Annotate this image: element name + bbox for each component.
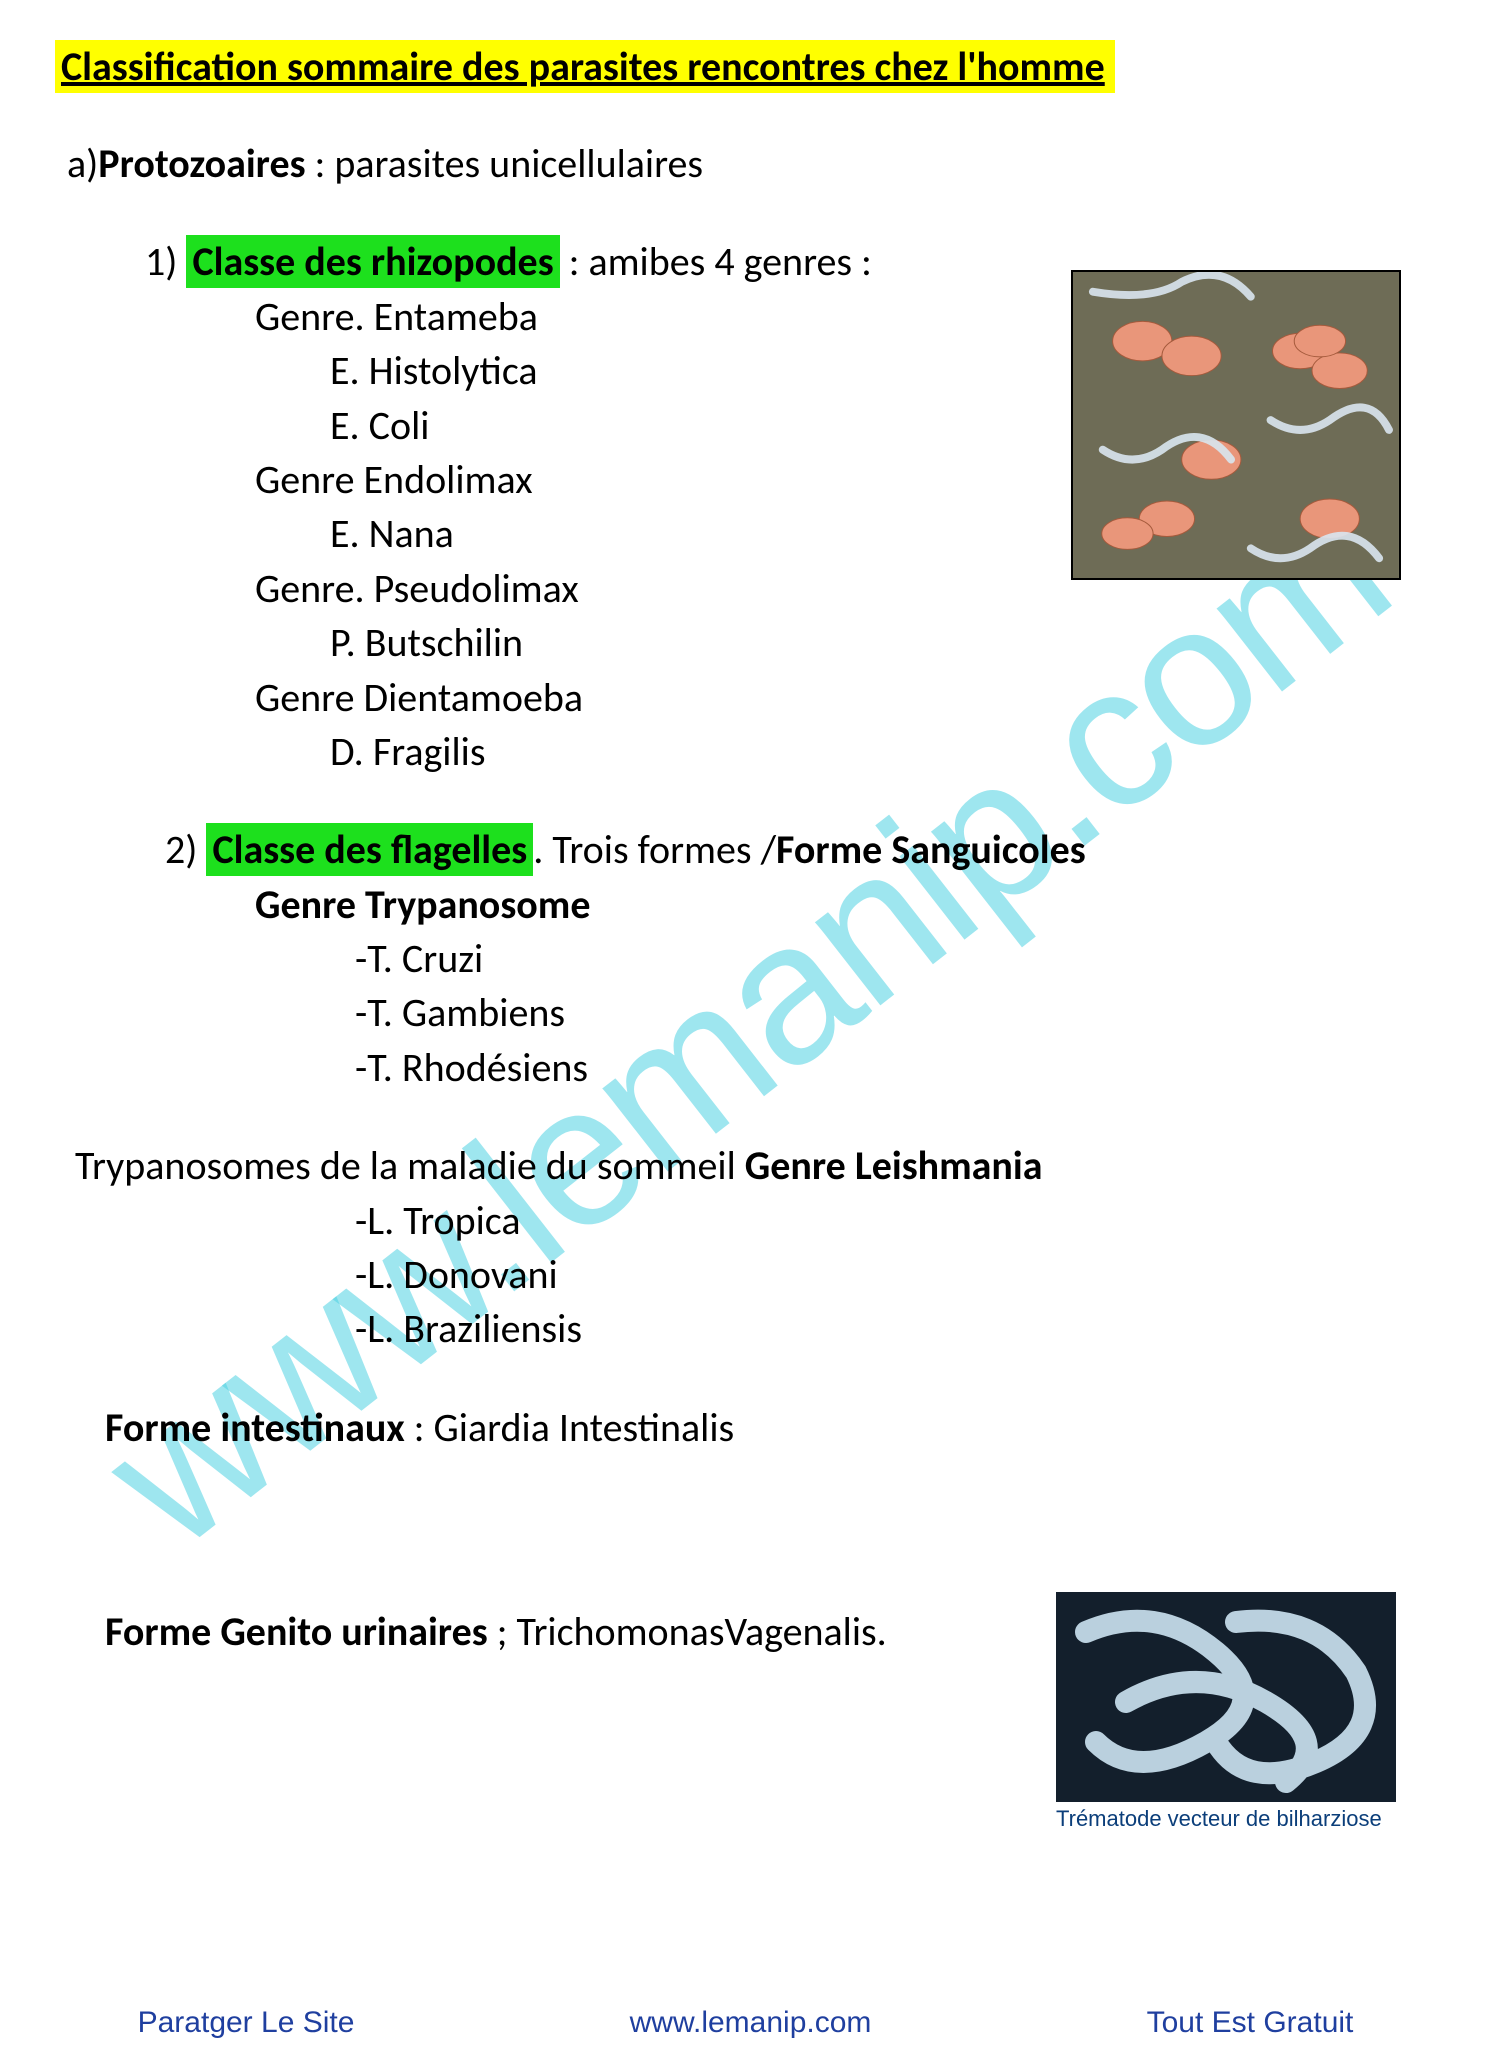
species-line: -L. Braziliensis	[55, 1302, 1436, 1356]
genus-line: Genre Dientamoeba	[55, 671, 1436, 725]
section-a-rest: : parasites unicellulaires	[306, 139, 704, 188]
leish-bold: Genre Leishmania	[745, 1141, 1043, 1190]
image-caption: Trématode vecteur de bilharziose	[1056, 1806, 1396, 1832]
forme-genito: Forme Genito urinaires ; TrichomonasVage…	[55, 1605, 1436, 1659]
species-line: P. Butschilin	[55, 616, 1436, 670]
species-line: -L. Donovani	[55, 1248, 1436, 1302]
footer-left: Paratger Le Site	[138, 2006, 355, 2040]
forme-intest-rest: : Giardia Intestinalis	[405, 1403, 734, 1452]
forme-genito-bold: Forme Genito urinaires	[105, 1607, 488, 1656]
page-footer: Paratger Le Site www.lemanip.com Tout Es…	[0, 2006, 1491, 2040]
page-title: Classification sommaire des parasites re…	[55, 40, 1436, 93]
species-line: E. Histolytica	[55, 344, 1436, 398]
species-line: -T. Gambiens	[55, 986, 1436, 1040]
forme-intestinaux: Forme intestinaux : Giardia Intestinalis	[55, 1401, 1436, 1455]
species-line: -T. Rhodésiens	[55, 1041, 1436, 1095]
species-line: E. Nana	[55, 507, 1436, 561]
title-highlight: Classification sommaire des parasites re…	[55, 40, 1115, 93]
section-a: a)Protozoaires : parasites unicellulaire…	[55, 137, 1436, 191]
forme-intest-bold: Forme intestinaux	[105, 1403, 405, 1452]
item2-subbold: Genre Trypanosome	[55, 878, 1436, 932]
item1-prefix: 1)	[145, 237, 186, 286]
species-line: -T. Cruzi	[55, 932, 1436, 986]
forme-genito-rest: ; TrichomonasVagenalis.	[488, 1607, 887, 1656]
species-line: -L. Tropica	[55, 1194, 1436, 1248]
item2-highlight: Classe des flagelles	[206, 823, 533, 876]
item1-highlight: Classe des rhizopodes	[186, 235, 559, 288]
item1-rest: : amibes 4 genres :	[560, 237, 872, 286]
genus-line: Genre. Entameba	[55, 290, 1436, 344]
genus-line: Genre. Pseudolimax	[55, 562, 1436, 616]
leish-plain: Trypanosomes de la maladie du sommeil	[75, 1141, 745, 1190]
section-a-prefix: a)	[67, 139, 98, 188]
footer-center: www.lemanip.com	[630, 2006, 872, 2040]
item2-mid: . Trois formes /	[533, 825, 776, 874]
leishmania-intro: Trypanosomes de la maladie du sommeil Ge…	[55, 1139, 1436, 1193]
footer-right: Tout Est Gratuit	[1147, 2006, 1354, 2040]
item2-bold-tail: Forme Sanguicoles	[776, 825, 1086, 874]
genus-line: Genre Endolimax	[55, 453, 1436, 507]
item-2-header: 2) Classe des flagelles. Trois formes /F…	[55, 823, 1436, 877]
item2-prefix: 2)	[165, 825, 206, 874]
section-a-bold: Protozoaires	[98, 139, 305, 188]
species-line: E. Coli	[55, 399, 1436, 453]
item-1-header: 1) Classe des rhizopodes : amibes 4 genr…	[55, 235, 1436, 289]
species-line: D. Fragilis	[55, 725, 1436, 779]
